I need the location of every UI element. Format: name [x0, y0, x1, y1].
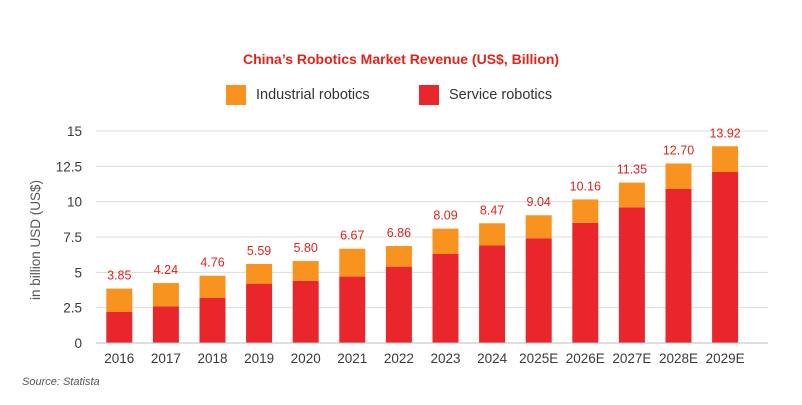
bar-industrial-robotics: [106, 288, 133, 312]
bar-industrial-robotics: [712, 146, 739, 172]
data-label-total: 8.09: [433, 209, 457, 223]
x-tick-label: 2029E: [706, 351, 745, 366]
bar-industrial-robotics: [665, 163, 692, 189]
x-tick-label: 2024: [477, 351, 508, 366]
y-tick-label: 15: [67, 124, 82, 139]
y-tick-label: 7.5: [63, 230, 82, 245]
bar-industrial-robotics: [292, 261, 319, 281]
bar-service-robotics: [479, 245, 506, 343]
bar-service-robotics: [525, 238, 552, 343]
data-label-total: 13.92: [709, 126, 740, 140]
y-tick-label: 2.5: [63, 301, 82, 316]
x-tick-label: 2025E: [519, 351, 558, 366]
legend-label-service: Service robotics: [449, 87, 553, 103]
legend-swatch-service: [419, 85, 439, 105]
x-tick-label: 2023: [430, 351, 460, 366]
x-tick-label: 2021: [337, 351, 367, 366]
bar-industrial-robotics: [199, 275, 226, 298]
data-label-total: 4.76: [200, 256, 224, 270]
bar-service-robotics: [292, 280, 319, 343]
bar-service-robotics: [152, 306, 179, 343]
x-tick-label: 2017: [151, 351, 181, 366]
y-axis-label: in billion USD (US$): [28, 180, 43, 300]
data-label-total: 9.04: [527, 195, 551, 209]
legend-item-service: Service robotics: [419, 84, 552, 106]
y-tick-label: 5: [74, 265, 82, 280]
y-tick-label: 10: [67, 195, 82, 210]
data-label-total: 12.70: [663, 144, 694, 158]
bar-service-robotics: [618, 207, 645, 343]
data-label-total: 3.85: [107, 269, 131, 283]
legend-swatch-industrial: [226, 85, 246, 105]
bar-industrial-robotics: [618, 182, 645, 208]
bar-industrial-robotics: [152, 283, 179, 307]
bar-service-robotics: [199, 297, 226, 343]
bar-industrial-robotics: [525, 215, 552, 239]
data-label-total: 11.35: [617, 163, 647, 177]
x-tick-label: 2028E: [659, 351, 698, 366]
bar-service-robotics: [665, 188, 692, 343]
bar-industrial-robotics: [339, 248, 366, 277]
bar-service-robotics: [385, 266, 412, 343]
x-tick-label: 2027E: [612, 351, 651, 366]
data-label-total: 5.59: [247, 244, 271, 258]
legend-label-industrial: Industrial robotics: [256, 87, 370, 103]
data-label-total: 5.80: [294, 241, 318, 255]
source-note: Source: Statista: [22, 376, 100, 388]
bar-service-robotics: [106, 311, 133, 343]
x-tick-label: 2016: [104, 351, 134, 366]
data-label-total: 6.86: [387, 226, 411, 240]
legend-item-industrial: Industrial robotics: [226, 84, 370, 106]
x-tick-label: 2022: [384, 351, 414, 366]
bar-service-robotics: [432, 253, 459, 343]
bar-service-robotics: [712, 171, 739, 343]
bar-industrial-robotics: [479, 223, 506, 246]
bar-industrial-robotics: [572, 199, 599, 223]
bar-service-robotics: [339, 276, 366, 343]
x-tick-label: 2026E: [566, 351, 605, 366]
x-tick-label: 2018: [197, 351, 227, 366]
bar-service-robotics: [246, 283, 273, 343]
chart-title: China’s Robotics Market Revenue (US$, Bi…: [242, 51, 560, 67]
y-tick-label: 0: [74, 336, 82, 351]
y-tick-label: 12.5: [56, 159, 82, 174]
data-label-total: 6.67: [340, 229, 364, 243]
data-label-total: 8.47: [480, 203, 504, 217]
bar-industrial-robotics: [432, 228, 459, 254]
x-tick-label: 2019: [244, 351, 274, 366]
bar-service-robotics: [572, 222, 599, 343]
data-label-total: 4.24: [154, 263, 178, 277]
bar-industrial-robotics: [385, 246, 412, 267]
bar-industrial-robotics: [246, 263, 273, 284]
x-tick-label: 2020: [291, 351, 321, 366]
data-label-total: 10.16: [570, 179, 601, 193]
